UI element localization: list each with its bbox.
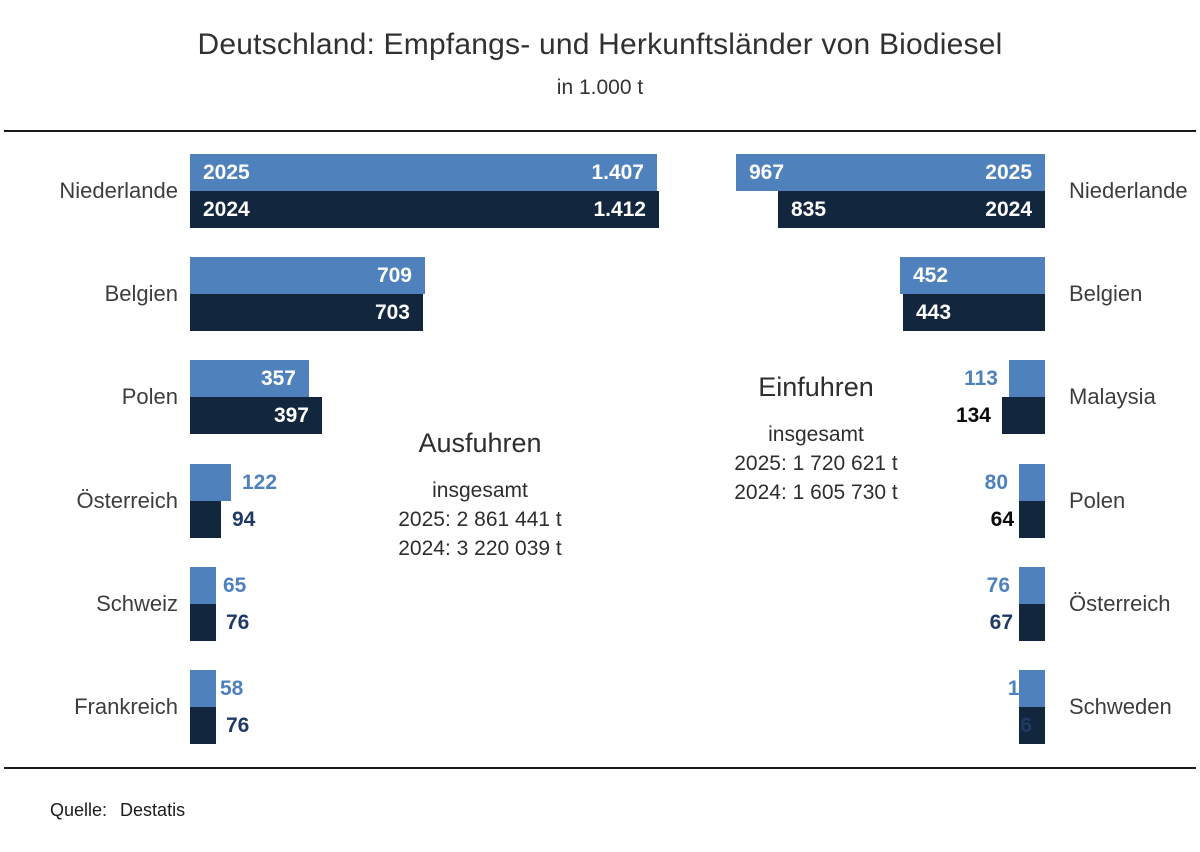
bar-2024-malaysia	[1002, 397, 1045, 434]
bar-2024-belgien: 443	[903, 294, 1045, 331]
bar-value-label: 76	[226, 714, 250, 737]
bar-2024-österreich	[190, 501, 221, 538]
bar-2025-belgien: 709	[190, 257, 425, 294]
bar-value-label: 357	[260, 366, 296, 390]
bar-2025-niederlande: 967 2025	[736, 154, 1045, 191]
bar-year-label: 2025	[203, 160, 250, 184]
bar-2025-malaysia	[1009, 360, 1045, 397]
bar-2024-belgien: 703	[190, 294, 423, 331]
bar-value-label: 835	[791, 197, 827, 221]
exports-subtitle: insgesamt	[432, 479, 528, 502]
bar-value-label: 397	[273, 403, 309, 427]
bar-value-label: 65	[223, 574, 247, 597]
exports-total-2024: 2024: 3 220 039 t	[398, 537, 562, 560]
country-label-malaysia: Malaysia	[1069, 384, 1156, 409]
bar-value-label: 452	[913, 263, 949, 287]
top-divider	[4, 130, 1196, 132]
exports-title: Ausfuhren	[418, 428, 542, 458]
bar-2025-österreich	[190, 464, 231, 501]
bar-2025-belgien: 452	[900, 257, 1045, 294]
page-title: Deutschland: Empfangs- und Herkunftsländ…	[197, 28, 1003, 61]
bar-year-label: 2024	[985, 197, 1032, 221]
bar-value-label: 967	[749, 160, 785, 184]
bar-2025-österreich	[1019, 567, 1045, 604]
bar-2024-polen	[1019, 501, 1045, 538]
bar-2024-niederlande: 2024 1.412	[190, 191, 659, 228]
imports-summary-block: Einfuhren insgesamt 2025: 1 720 621 t 20…	[666, 372, 966, 507]
country-label-österreich: Österreich	[1069, 591, 1171, 616]
bar-value-label: 64	[990, 508, 1014, 531]
country-label-österreich: Österreich	[76, 488, 178, 513]
country-label-polen: Polen	[1069, 488, 1126, 513]
bar-2025-niederlande: 2025 1.407	[190, 154, 657, 191]
bar-value-label: 113	[964, 367, 998, 390]
bar-2024-österreich	[1019, 604, 1045, 641]
imports-title: Einfuhren	[758, 372, 874, 402]
bar-value-label: 76	[226, 611, 250, 634]
bar-value-label: 709	[376, 263, 412, 287]
country-label-belgien: Belgien	[104, 281, 178, 306]
country-label-schweiz: Schweiz	[96, 591, 178, 616]
bar-2024-polen: 397	[190, 397, 322, 434]
bar-2024-niederlande: 835 2024	[778, 191, 1045, 228]
country-label-polen: Polen	[121, 384, 178, 409]
bar-value-label: 76	[986, 574, 1010, 597]
country-label-niederlande: Niederlande	[59, 178, 178, 203]
bar-2025-polen: 357	[190, 360, 309, 397]
bar-value-label: 1.412	[593, 197, 646, 221]
bar-value-label: 80	[984, 471, 1008, 494]
bar-value-label: 6	[1020, 714, 1032, 737]
bottom-divider	[4, 767, 1196, 769]
imports-total-2024: 2024: 1 605 730 t	[734, 481, 898, 504]
bar-2024-schweden	[1019, 707, 1045, 744]
bar-2025-schweiz	[190, 567, 216, 604]
bar-2025-polen	[1019, 464, 1045, 501]
bar-year-label: 2025	[985, 160, 1032, 184]
bar-value-label: 58	[220, 677, 244, 700]
bar-value-label: 1.407	[591, 160, 644, 184]
country-label-schweden: Schweden	[1069, 694, 1172, 719]
bar-value-label: 11	[1007, 677, 1030, 700]
bar-2024-schweiz	[190, 604, 216, 641]
bar-2024-frankreich	[190, 707, 216, 744]
source-value: Destatis	[120, 800, 186, 820]
bar-value-label: 443	[916, 300, 952, 324]
country-label-frankreich: Frankreich	[74, 694, 178, 719]
bar-value-label: 94	[232, 508, 256, 531]
bar-value-label: 67	[989, 611, 1013, 634]
bar-2025-frankreich	[190, 670, 216, 707]
country-label-niederlande: Niederlande	[1069, 178, 1188, 203]
imports-subtitle: insgesamt	[768, 423, 864, 446]
country-label-belgien: Belgien	[1069, 281, 1143, 306]
bar-value-label: 134	[955, 404, 991, 427]
exports-total-2025: 2025: 2 861 441 t	[398, 508, 562, 531]
exports-summary-block: Ausfuhren insgesamt 2025: 2 861 441 t 20…	[330, 428, 630, 563]
page-subtitle: in 1.000 t	[556, 76, 644, 99]
bar-value-label: 122	[242, 471, 278, 494]
source-label: Quelle:	[50, 800, 108, 820]
source-note: Quelle: Destatis	[50, 800, 185, 821]
imports-total-2025: 2025: 1 720 621 t	[734, 452, 898, 475]
bar-value-label: 703	[374, 300, 410, 324]
bar-year-label: 2024	[203, 197, 250, 221]
bar-2025-schweden	[1019, 670, 1045, 707]
